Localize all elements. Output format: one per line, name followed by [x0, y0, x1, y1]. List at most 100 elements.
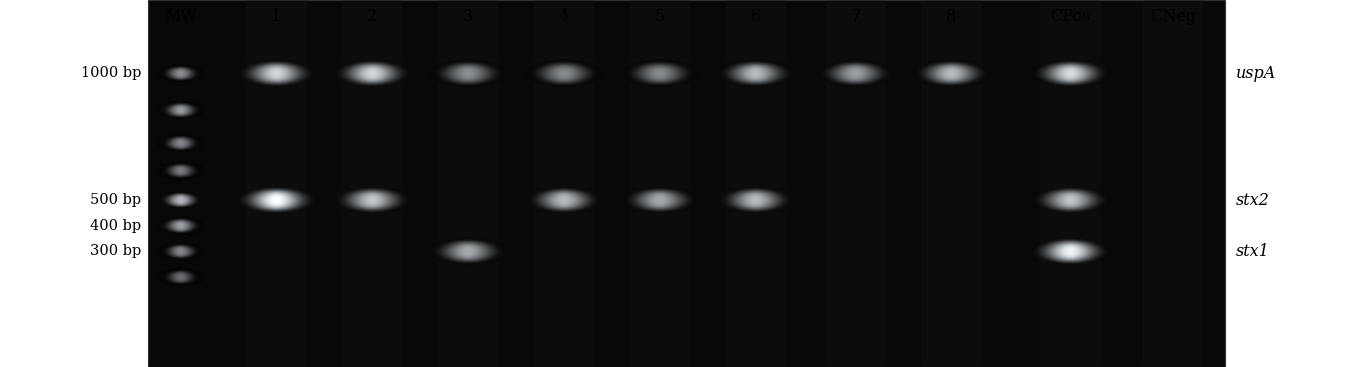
Ellipse shape: [1050, 190, 1092, 210]
Ellipse shape: [910, 59, 993, 87]
Ellipse shape: [167, 245, 194, 258]
Ellipse shape: [271, 70, 282, 77]
Ellipse shape: [465, 71, 471, 76]
Ellipse shape: [175, 273, 186, 281]
Ellipse shape: [167, 137, 194, 150]
Ellipse shape: [238, 60, 315, 87]
Ellipse shape: [1061, 194, 1082, 206]
Ellipse shape: [1038, 61, 1103, 86]
Ellipse shape: [157, 217, 204, 235]
Ellipse shape: [367, 69, 378, 77]
Ellipse shape: [920, 62, 983, 85]
Ellipse shape: [252, 190, 301, 210]
Ellipse shape: [645, 192, 675, 208]
Ellipse shape: [545, 65, 583, 82]
Ellipse shape: [433, 61, 505, 86]
Ellipse shape: [630, 62, 690, 85]
Ellipse shape: [1054, 66, 1087, 81]
Ellipse shape: [268, 68, 285, 79]
Ellipse shape: [177, 248, 185, 255]
Ellipse shape: [457, 245, 479, 258]
Ellipse shape: [175, 167, 186, 174]
Ellipse shape: [1050, 242, 1091, 261]
Ellipse shape: [834, 64, 878, 83]
Ellipse shape: [545, 65, 583, 82]
Ellipse shape: [448, 64, 490, 83]
Ellipse shape: [738, 192, 773, 208]
Ellipse shape: [754, 71, 758, 76]
Ellipse shape: [245, 188, 308, 212]
Ellipse shape: [346, 189, 400, 211]
Ellipse shape: [627, 61, 693, 86]
Ellipse shape: [172, 272, 189, 282]
Ellipse shape: [646, 66, 674, 81]
Ellipse shape: [433, 239, 504, 264]
Ellipse shape: [160, 269, 201, 286]
Ellipse shape: [463, 69, 474, 77]
Ellipse shape: [174, 221, 188, 230]
Ellipse shape: [936, 66, 967, 81]
Ellipse shape: [543, 191, 585, 209]
Ellipse shape: [1069, 199, 1072, 201]
Ellipse shape: [1057, 244, 1084, 259]
Ellipse shape: [159, 65, 203, 82]
Ellipse shape: [1058, 245, 1083, 258]
Ellipse shape: [652, 195, 668, 206]
Ellipse shape: [753, 71, 758, 76]
Ellipse shape: [1040, 240, 1101, 263]
Ellipse shape: [248, 62, 305, 85]
Ellipse shape: [728, 62, 783, 84]
Ellipse shape: [246, 188, 307, 212]
Ellipse shape: [849, 69, 862, 78]
Ellipse shape: [167, 193, 194, 207]
Ellipse shape: [1055, 244, 1086, 259]
Ellipse shape: [750, 196, 761, 204]
Ellipse shape: [1068, 198, 1073, 202]
Ellipse shape: [344, 62, 402, 85]
Ellipse shape: [368, 196, 376, 204]
Ellipse shape: [238, 187, 315, 213]
Text: 300 bp: 300 bp: [90, 244, 141, 258]
Ellipse shape: [1036, 61, 1106, 86]
Ellipse shape: [542, 63, 586, 83]
Ellipse shape: [170, 165, 192, 176]
Ellipse shape: [274, 197, 281, 203]
Ellipse shape: [428, 238, 508, 265]
Ellipse shape: [446, 241, 491, 261]
Ellipse shape: [179, 142, 182, 145]
Ellipse shape: [437, 62, 500, 85]
FancyBboxPatch shape: [342, 0, 402, 367]
Ellipse shape: [831, 63, 880, 84]
Ellipse shape: [635, 63, 684, 84]
Ellipse shape: [164, 218, 197, 233]
Text: 1000 bp: 1000 bp: [81, 66, 141, 80]
Ellipse shape: [346, 63, 398, 84]
Ellipse shape: [166, 164, 196, 178]
Ellipse shape: [249, 62, 304, 84]
Ellipse shape: [334, 60, 411, 87]
Ellipse shape: [824, 62, 887, 85]
Ellipse shape: [170, 195, 192, 206]
Ellipse shape: [259, 65, 296, 82]
Ellipse shape: [238, 187, 315, 213]
Ellipse shape: [542, 64, 586, 83]
Ellipse shape: [548, 192, 580, 208]
Ellipse shape: [925, 63, 977, 84]
Ellipse shape: [716, 59, 797, 87]
Ellipse shape: [917, 61, 986, 86]
Ellipse shape: [175, 139, 186, 147]
Ellipse shape: [1049, 241, 1094, 261]
Ellipse shape: [171, 68, 190, 79]
Ellipse shape: [441, 62, 496, 84]
Ellipse shape: [360, 193, 385, 207]
Ellipse shape: [1029, 59, 1112, 87]
Ellipse shape: [166, 137, 196, 150]
Ellipse shape: [463, 248, 474, 255]
Ellipse shape: [1039, 240, 1102, 263]
Ellipse shape: [257, 64, 297, 83]
Ellipse shape: [172, 166, 189, 175]
Ellipse shape: [162, 244, 200, 259]
Text: 6: 6: [750, 8, 761, 25]
Ellipse shape: [735, 191, 776, 209]
Ellipse shape: [242, 61, 312, 86]
